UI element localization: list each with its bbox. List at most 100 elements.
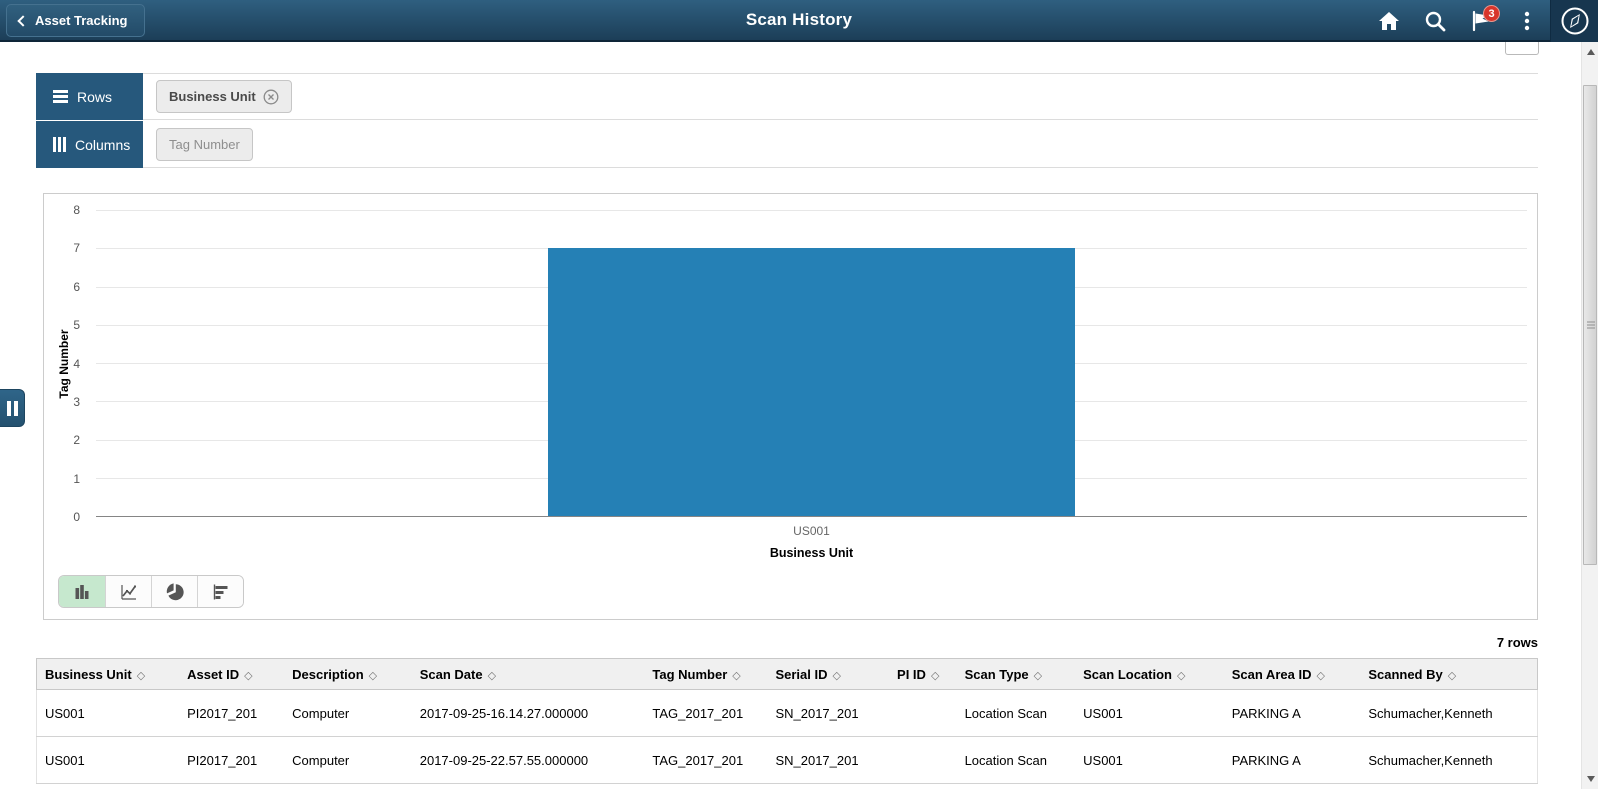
scrollbar-grip — [1587, 320, 1595, 331]
chart-type-toolbar — [58, 575, 244, 608]
app-header: Asset Tracking Scan History 3 — [0, 0, 1598, 42]
table-cell: Schumacher,Kenneth — [1360, 736, 1539, 784]
page-title: Scan History — [745, 10, 853, 29]
table-cell: US001 — [36, 689, 180, 737]
y-tick-label: 5 — [73, 318, 80, 333]
table-cell: 2017-09-25-16.14.27.000000 — [411, 689, 645, 737]
vertical-scrollbar[interactable] — [1581, 42, 1598, 789]
column-header-scan-type[interactable]: Scan Type ◇ — [956, 658, 1076, 690]
table-cell: US001 — [1075, 689, 1224, 737]
navbar-button[interactable] — [1550, 0, 1598, 42]
table-cell: TAG_2017_201 — [644, 689, 768, 737]
column-header-scan-area-id[interactable]: Scan Area ID ◇ — [1223, 658, 1361, 690]
sort-icon[interactable]: ◇ — [930, 669, 940, 682]
sort-icon[interactable]: ◇ — [487, 669, 497, 682]
table-cell: US001 — [1075, 736, 1224, 784]
pie-chart-icon — [166, 582, 184, 600]
collapsed-panel-tab[interactable] — [1505, 42, 1539, 55]
sort-icon[interactable]: ◇ — [1033, 669, 1043, 682]
home-icon — [1379, 12, 1399, 30]
columns-label: Columns — [36, 121, 143, 168]
remove-chip-icon[interactable] — [263, 89, 279, 105]
bar-chart-icon — [75, 584, 89, 599]
bar-chart-button[interactable] — [59, 576, 105, 607]
chip-business-unit[interactable]: Business Unit — [156, 80, 292, 113]
column-header-scan-date[interactable]: Scan Date ◇ — [411, 658, 645, 690]
rows-label: Rows — [36, 73, 143, 120]
table-cell — [889, 736, 957, 784]
table-cell: PI2017_201 — [179, 736, 285, 784]
actions-menu-button[interactable] — [1504, 0, 1550, 42]
gridline — [96, 210, 1527, 211]
rows-icon — [53, 90, 68, 103]
scroll-up-arrow[interactable] — [1582, 44, 1598, 60]
table-cell: US001 — [36, 736, 180, 784]
table-cell: PI2017_201 — [179, 689, 285, 737]
table-cell: Computer — [284, 736, 412, 784]
horizontal-bar-chart-icon — [213, 584, 227, 599]
table-cell: TAG_2017_201 — [644, 736, 768, 784]
x-axis-label: Business Unit — [769, 546, 854, 560]
y-tick-label: 8 — [73, 203, 80, 217]
table-cell: 2017-09-25-22.57.55.000000 — [411, 736, 645, 784]
x-tick-label: US001 — [793, 524, 830, 538]
sort-icon[interactable]: ◇ — [368, 669, 378, 682]
line-chart-icon — [120, 584, 136, 600]
sort-icon[interactable]: ◇ — [832, 669, 841, 682]
search-button[interactable] — [1412, 0, 1458, 42]
chart-plot — [96, 210, 1527, 517]
compass-icon — [1561, 7, 1588, 35]
sort-icon[interactable]: ◇ — [1177, 669, 1186, 682]
chip-tag-number[interactable]: Tag Number — [156, 127, 253, 161]
y-tick-label: 2 — [73, 433, 80, 448]
sort-icon[interactable]: ◇ — [244, 669, 253, 682]
table-row[interactable]: US001 PI2017_201 Computer 2017-09-25-22.57.… — [36, 736, 1539, 784]
back-button[interactable]: Asset Tracking — [6, 4, 145, 37]
pie-chart-button[interactable] — [151, 576, 197, 607]
column-header-business-unit[interactable]: Business Unit ◇ — [36, 658, 180, 690]
line-chart-button[interactable] — [105, 576, 151, 607]
y-tick-label: 6 — [73, 279, 80, 294]
side-panel-handle[interactable] — [0, 389, 25, 427]
table-cell: Location Scan — [956, 689, 1076, 737]
column-header-asset-id[interactable]: Asset ID ◇ — [179, 658, 285, 690]
bar-US001[interactable] — [548, 248, 1075, 516]
scroll-down-arrow[interactable] — [1582, 771, 1598, 787]
sort-icon[interactable]: ◇ — [1447, 669, 1457, 682]
columns-drop-zone[interactable]: Tag Number — [143, 121, 1538, 168]
horizontal-bar-chart-button[interactable] — [197, 576, 243, 607]
y-tick-label: 3 — [73, 394, 80, 409]
y-tick-label: 1 — [73, 471, 80, 486]
column-header-scanned-by[interactable]: Scanned By ◇ — [1360, 658, 1539, 690]
row-count: 7 rows — [1496, 635, 1538, 650]
pause-icon — [6, 400, 11, 416]
table-row[interactable]: US001 PI2017_201 Computer 2017-09-25-16.14.… — [36, 689, 1539, 737]
column-header-description[interactable]: Description ◇ — [284, 658, 412, 690]
y-tick-label: 4 — [73, 356, 80, 371]
pivot-config-panel: Rows Business Unit Columns — [36, 73, 1538, 168]
table-cell: PARKING A — [1223, 689, 1361, 737]
pivot-columns-row: Columns Tag Number — [36, 121, 1538, 168]
chart-y-ticks: 8 7 6 5 4 3 2 1 0 — [44, 203, 88, 524]
column-header-serial-id[interactable]: Serial ID ◇ — [767, 658, 890, 690]
column-header-tag-number[interactable]: Tag Number ◇ — [644, 658, 768, 690]
columns-icon — [53, 137, 66, 152]
pivot-rows-row: Rows Business Unit — [36, 73, 1538, 120]
notifications-button[interactable]: 3 — [1458, 0, 1504, 42]
table-cell: Schumacher,Kenneth — [1360, 689, 1539, 737]
column-header-pi-id[interactable]: PI ID ◇ — [889, 658, 957, 690]
scrollbar-thumb[interactable] — [1583, 85, 1597, 565]
notification-badge: 3 — [1483, 5, 1500, 22]
table-cell: Location Scan — [956, 736, 1076, 784]
sort-icon[interactable]: ◇ — [732, 669, 741, 682]
search-icon — [1425, 11, 1446, 32]
table-header: Business Unit ◇ Asset ID ◇ Description ◇ Scan … — [36, 658, 1539, 690]
back-button-label: Asset Tracking — [35, 13, 128, 28]
sort-icon[interactable]: ◇ — [136, 669, 146, 682]
sort-icon[interactable]: ◇ — [1316, 669, 1325, 682]
main-content: Rows Business Unit Columns — [0, 42, 1581, 789]
column-header-scan-location[interactable]: Scan Location ◇ — [1075, 658, 1224, 690]
rows-drop-zone[interactable]: Business Unit — [143, 73, 1538, 120]
home-button[interactable] — [1366, 0, 1412, 42]
table-body: US001 PI2017_201 Computer 2017-09-25-16.14.… — [36, 689, 1539, 784]
